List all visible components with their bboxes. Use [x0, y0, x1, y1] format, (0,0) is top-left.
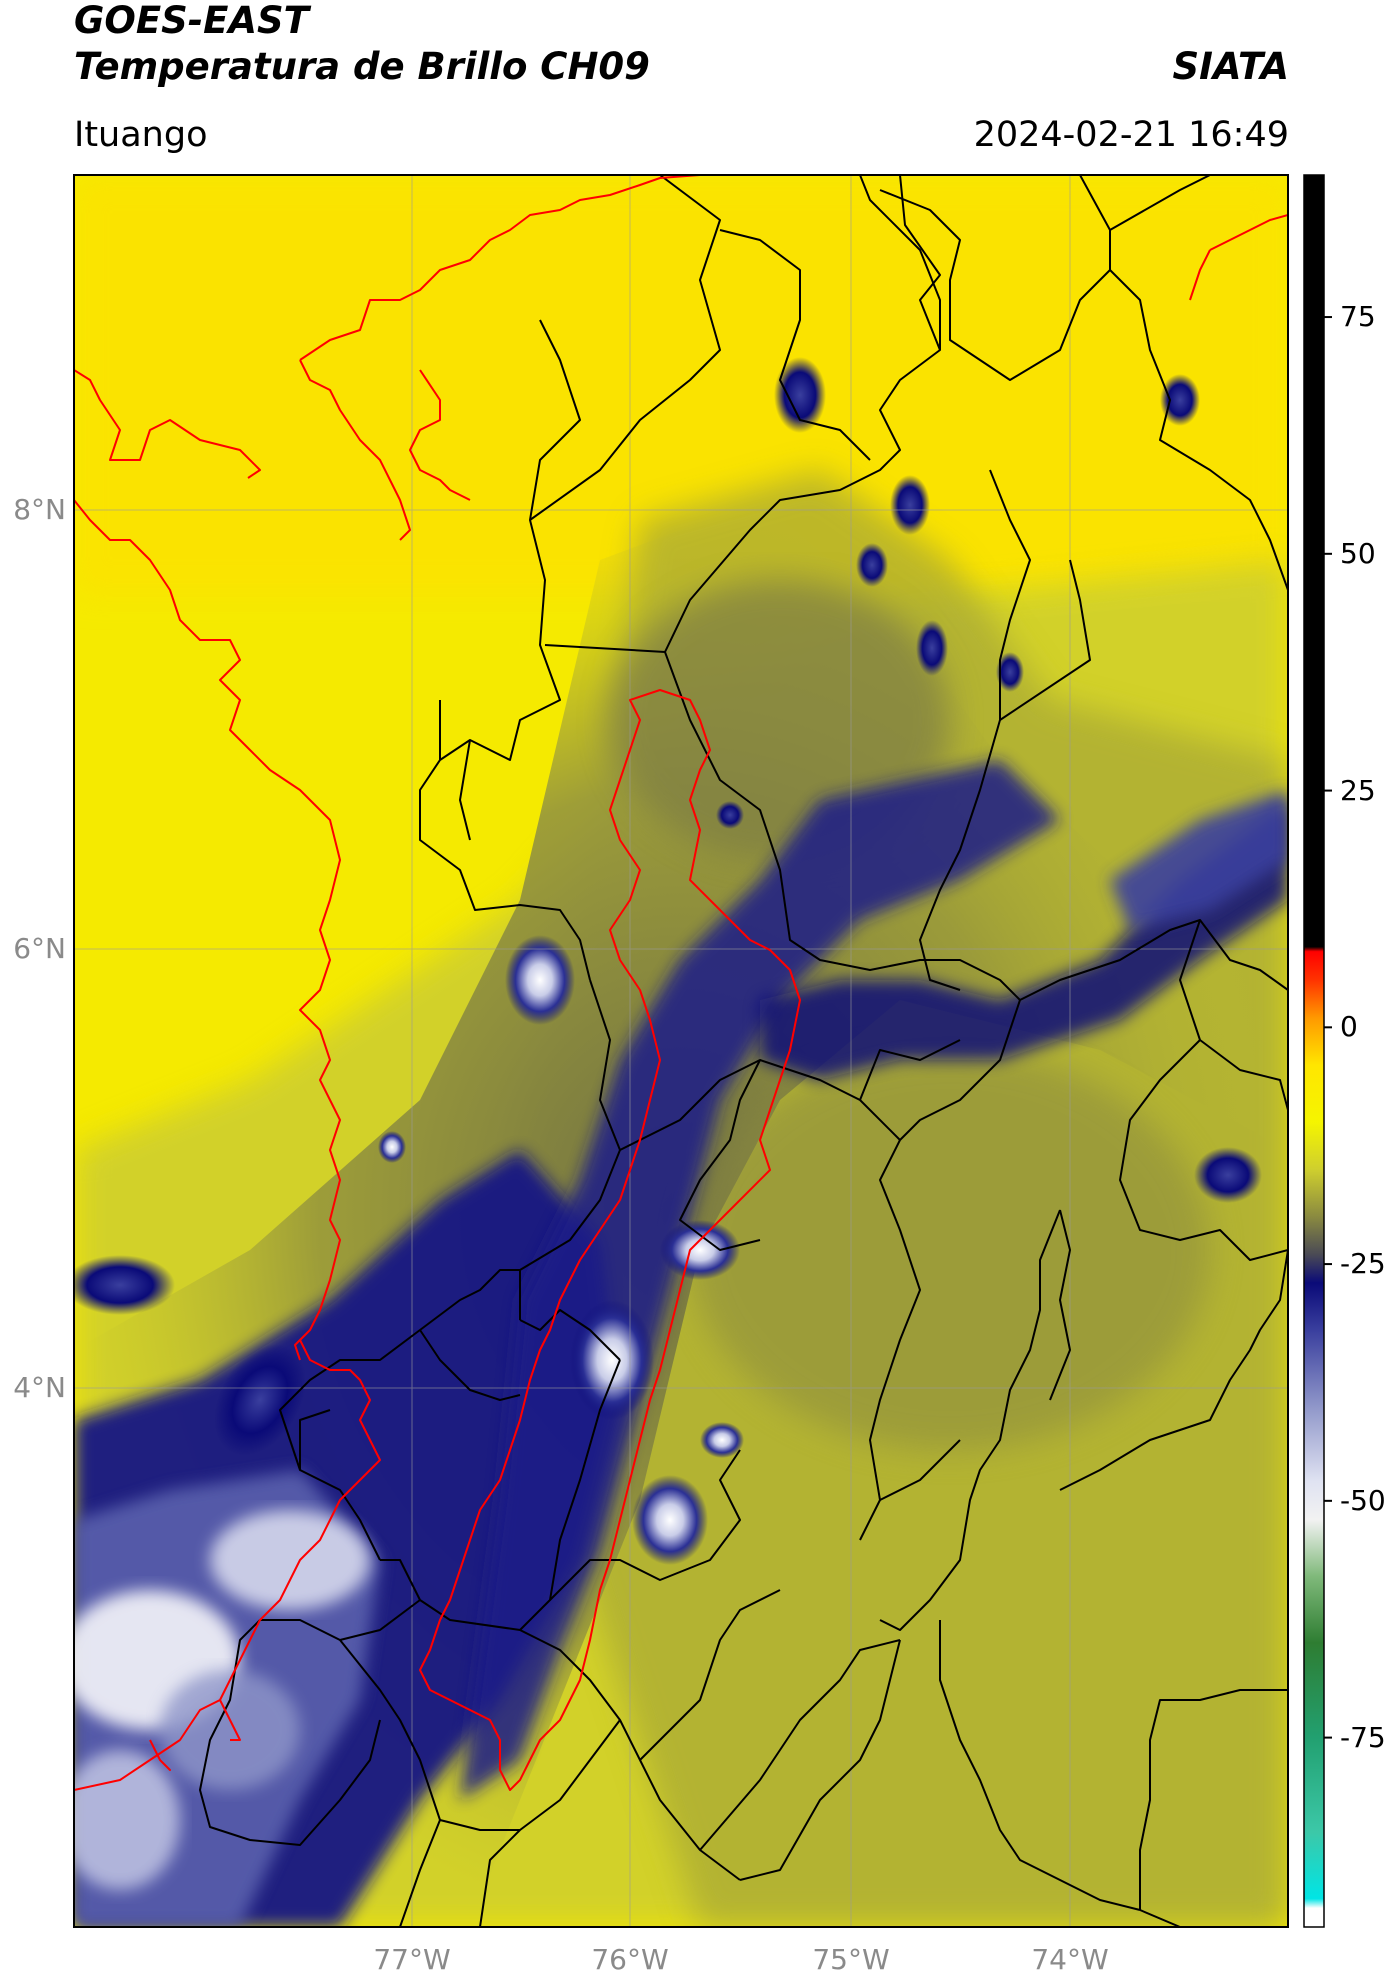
map-frame [73, 174, 1289, 1928]
municipal-boundaries [199, 175, 1288, 1927]
satellite-image [74, 175, 1288, 1927]
colorbar-tick-label: -75 [1340, 1720, 1384, 1754]
colorbar-tick-label: 50 [1340, 536, 1376, 570]
colorbar-tick-label: 25 [1340, 773, 1376, 807]
graticule [74, 175, 1288, 1927]
colorbar-tick-label: -25 [1340, 1247, 1384, 1281]
colorbar-tick-label: 0 [1340, 1010, 1358, 1044]
lat-tick-4N: 4°N [13, 1371, 66, 1404]
region-label: Ituango [74, 115, 208, 155]
colorbar-ticks [1324, 316, 1332, 1739]
lon-tick-77W: 77°W [373, 1943, 451, 1976]
title-satellite: GOES-EAST [74, 0, 309, 42]
lon-tick-76W: 76°W [591, 1943, 669, 1976]
lat-tick-8N: 8°N [13, 493, 66, 526]
title-product: Temperatura de Brillo CH09 [74, 45, 650, 88]
lon-tick-74W: 74°W [1031, 1943, 1109, 1976]
coastline-basin-outline [74, 175, 1288, 1791]
colorbar-tick-label: 75 [1340, 300, 1376, 334]
datetime-label: 2024-02-21 16:49 [973, 115, 1289, 155]
lat-tick-6N: 6°N [13, 932, 66, 965]
brand-label: SIATA [1172, 45, 1289, 88]
colorbar-tick-label: -50 [1340, 1483, 1384, 1517]
lon-tick-75W: 75°W [812, 1943, 890, 1976]
colorbar [1304, 175, 1324, 1927]
